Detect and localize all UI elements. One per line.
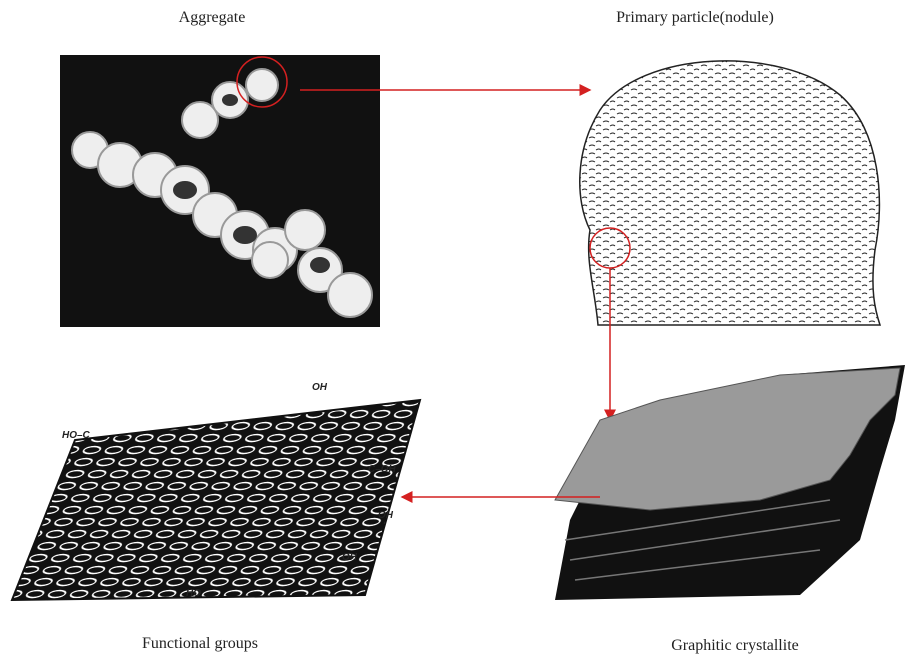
- figure: Aggregate Primary particle(nodule) Graph…: [0, 0, 910, 658]
- nodule: [580, 61, 880, 325]
- panel-label: Primary particle(nodule): [616, 9, 774, 26]
- group-label: OH: [378, 510, 394, 521]
- group-label: HO–C: [62, 430, 91, 441]
- panel-label: Functional groups: [142, 635, 258, 652]
- page: Aggregate Primary particle(nodule) Graph…: [0, 0, 910, 663]
- panel-label: Aggregate: [179, 9, 246, 26]
- group-label: HO: [186, 588, 201, 599]
- group-label: OH: [342, 552, 358, 563]
- panel-label: Graphitic crystallite: [671, 637, 799, 654]
- group-label: C–OH: [368, 464, 397, 475]
- group-label: OH: [312, 382, 328, 393]
- crystallite: [555, 365, 905, 600]
